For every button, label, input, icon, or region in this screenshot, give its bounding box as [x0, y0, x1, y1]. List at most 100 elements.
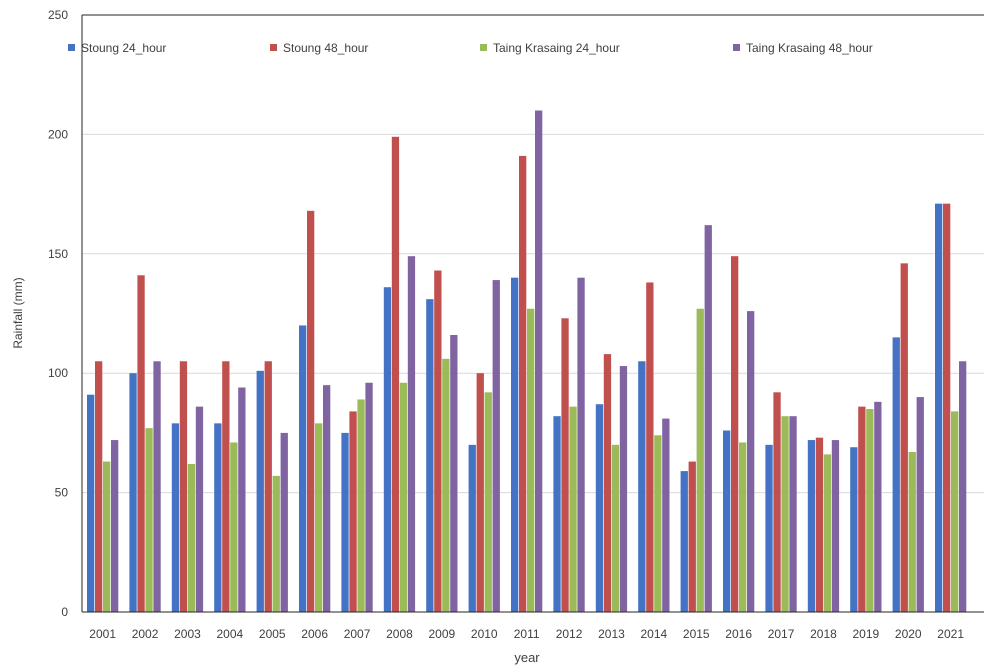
bar [238, 387, 246, 612]
bar [407, 256, 416, 612]
bar [680, 471, 688, 612]
y-tick-label: 0 [61, 605, 68, 619]
bar [527, 308, 535, 612]
bar [553, 416, 561, 612]
bar [264, 361, 272, 612]
bar [476, 373, 484, 612]
x-tick-label: 2010 [471, 627, 498, 641]
bar [179, 361, 188, 612]
bars [87, 110, 967, 613]
x-tick-label: 2012 [556, 627, 583, 641]
bar [349, 411, 357, 612]
bar [723, 430, 731, 612]
y-axis-label: Rainfall (mm) [11, 277, 25, 348]
bar [171, 423, 180, 612]
bar [315, 423, 323, 612]
bar [195, 406, 204, 612]
bar [823, 454, 832, 612]
bar [654, 435, 662, 612]
y-tick-label: 50 [55, 486, 69, 500]
bar [492, 280, 500, 612]
bar [619, 366, 628, 612]
x-tick-label: 2013 [598, 627, 625, 641]
x-tick-label: 2001 [89, 627, 116, 641]
bar [688, 461, 696, 612]
bar [866, 409, 874, 612]
x-tick-label: 2003 [174, 627, 201, 641]
bar [951, 411, 959, 612]
x-tick-label: 2016 [725, 627, 752, 641]
bar [365, 382, 373, 612]
bar [704, 225, 712, 613]
bar [272, 475, 280, 612]
bar [807, 440, 816, 612]
bar [731, 256, 739, 612]
bar [646, 282, 654, 612]
bar [831, 440, 840, 612]
x-axis-label: year [514, 650, 540, 665]
bar [603, 354, 612, 612]
legend-swatch [68, 44, 75, 51]
bar [815, 437, 824, 612]
bar [442, 358, 450, 612]
bar [145, 428, 153, 612]
bar [789, 416, 797, 612]
bar [299, 325, 307, 612]
bar [153, 361, 161, 612]
bar [357, 399, 365, 612]
axes: 0 50 100 150 200 250 2001 2002 2003 2004 2005 2006 2… [48, 8, 984, 641]
bar [187, 463, 196, 612]
bar [511, 277, 519, 612]
bar [426, 299, 434, 612]
bar [858, 406, 866, 612]
bar [908, 452, 916, 612]
legend: Stoung 24_hour Stoung 48_hour Taing Krasai… [68, 41, 873, 55]
bar [434, 270, 442, 612]
y-tick-label: 200 [48, 127, 68, 141]
legend-label: Taing Krasaing 24_hour [493, 41, 620, 55]
bar [95, 361, 103, 612]
bar [874, 401, 882, 612]
bar [391, 136, 400, 612]
legend-swatch [480, 44, 487, 51]
y-tick-label: 150 [48, 247, 68, 261]
x-tick-label: 2021 [937, 627, 964, 641]
bar [662, 418, 670, 612]
bar [959, 361, 967, 612]
legend-swatch [270, 44, 277, 51]
bar [850, 447, 858, 612]
x-tick-label: 2015 [683, 627, 710, 641]
x-tick-label: 2018 [810, 627, 837, 641]
bar [103, 461, 111, 612]
bar [256, 370, 264, 612]
bar [739, 442, 747, 612]
x-tick-label: 2017 [768, 627, 795, 641]
bar [399, 382, 408, 612]
bar [307, 210, 315, 613]
legend-label: Stoung 48_hour [283, 41, 368, 55]
bar [781, 416, 789, 612]
bar [535, 110, 543, 613]
bar [341, 432, 349, 612]
bar [230, 442, 238, 612]
bar [222, 361, 230, 612]
bar [519, 155, 527, 612]
x-tick-label: 2006 [301, 627, 328, 641]
x-tick-label: 2002 [132, 627, 159, 641]
bar [484, 392, 492, 612]
bar [935, 203, 943, 613]
bar [577, 277, 585, 612]
bar [87, 394, 95, 612]
bar [773, 392, 781, 612]
bar [892, 337, 900, 612]
bar [900, 263, 908, 612]
bar [569, 406, 577, 612]
bar [943, 203, 951, 613]
bar [129, 373, 137, 612]
bar [765, 444, 773, 612]
bar [450, 334, 458, 612]
x-tick-label: 2007 [344, 627, 371, 641]
legend-label: Stoung 24_hour [81, 41, 166, 55]
x-tick-label: 2004 [216, 627, 243, 641]
